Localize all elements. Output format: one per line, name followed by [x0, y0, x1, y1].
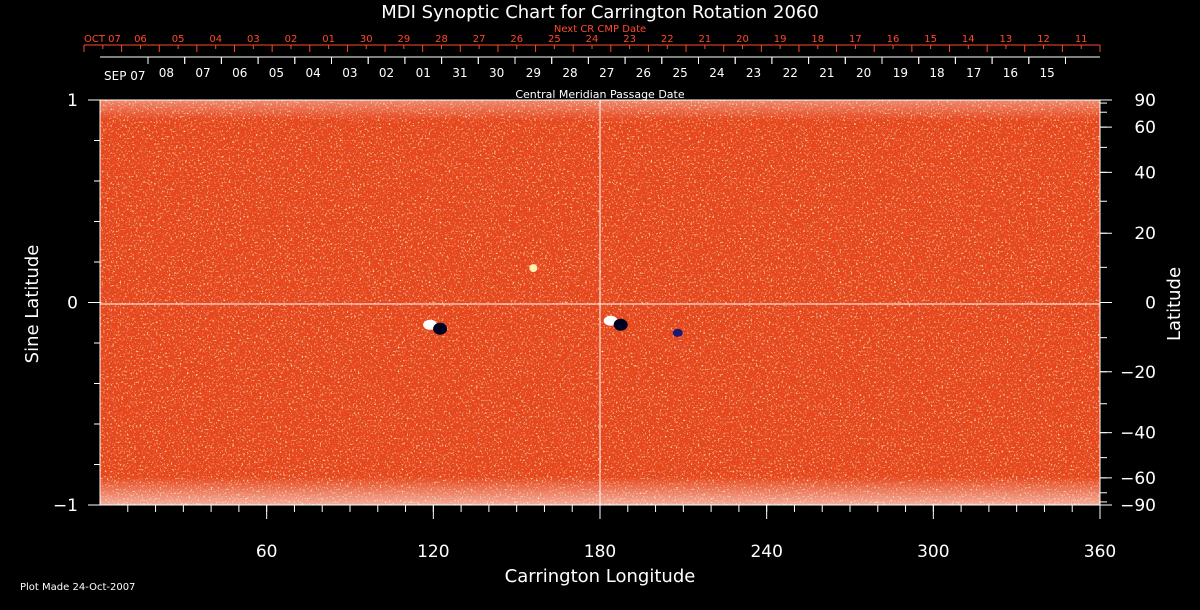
- x-tick-label: 300: [917, 542, 949, 562]
- active-regions: [423, 264, 683, 337]
- y-left-tick-label: 1: [67, 91, 78, 111]
- x-axis-label: Carrington Longitude: [505, 566, 696, 587]
- cmp-date: SEP 07: [104, 69, 146, 83]
- next-cr-date: 24: [586, 34, 599, 45]
- cmp-date: 18: [929, 66, 944, 80]
- next-cr-date: 27: [473, 34, 486, 45]
- next-cr-date: 20: [736, 34, 749, 45]
- plot-made-footer: Plot Made 24-Oct-2007: [20, 582, 135, 593]
- next-cr-date: OCT 07: [84, 34, 121, 45]
- next-cr-date: 12: [1037, 34, 1050, 45]
- active-region-negative: [672, 328, 683, 337]
- next-cr-date: 28: [435, 34, 448, 45]
- x-axis: 60 120 180 240 300 360: [127, 505, 1116, 562]
- cmp-date: 06: [232, 66, 247, 80]
- next-cr-date: 01: [322, 34, 335, 45]
- y-right-tick-label: 40: [1134, 163, 1156, 183]
- cmp-date: 20: [856, 66, 871, 80]
- next-cr-label: Next CR CMP Date: [554, 24, 646, 35]
- y-right-tick-label: 60: [1134, 118, 1156, 138]
- y-left-tick-label: 0: [67, 294, 78, 314]
- next-cr-date: 04: [209, 34, 222, 45]
- cmp-date: 07: [195, 66, 210, 80]
- x-tick-label: 60: [256, 542, 278, 562]
- cmp-date: 24: [709, 66, 724, 80]
- next-cr-date: 29: [397, 34, 410, 45]
- x-tick-label: 180: [584, 542, 616, 562]
- next-cr-date: 11: [1075, 34, 1088, 45]
- next-cr-date: 25: [548, 34, 561, 45]
- cmp-label: Central Meridian Passage Date: [515, 88, 684, 101]
- cmp-date: 02: [379, 66, 394, 80]
- y-right-tick-label: −40: [1120, 424, 1156, 444]
- x-tick-label: 120: [417, 542, 449, 562]
- next-cr-date: 19: [774, 34, 787, 45]
- next-cr-date: 30: [360, 34, 373, 45]
- next-cr-date: 03: [247, 34, 260, 45]
- cmp-date: 15: [1040, 66, 1055, 80]
- next-cr-dates: OCT 07 06 05 04 03 02 01 30 29 28 27 26 25 24 23 22 21 20…: [83, 34, 1101, 52]
- cmp-date: 22: [783, 66, 798, 80]
- next-cr-date: 18: [811, 34, 824, 45]
- next-cr-date: 13: [1000, 34, 1013, 45]
- cmp-date: 29: [526, 66, 541, 80]
- next-cr-date: 06: [134, 34, 147, 45]
- active-region-negative: [433, 322, 448, 335]
- cmp-date: 23: [746, 66, 761, 80]
- x-tick-label: 360: [1084, 542, 1116, 562]
- next-cr-date: 21: [699, 34, 712, 45]
- next-cr-date: 23: [623, 34, 636, 45]
- cmp-dates: SEP 07 08 07 06 05 04 03 02 01 31 30 29 28 27 26 25 24 23…: [104, 57, 1066, 83]
- y-right-tick-label: 90: [1134, 91, 1156, 111]
- y-right-tick-label: −20: [1120, 363, 1156, 383]
- cmp-date: 28: [562, 66, 577, 80]
- magnetogram-map: [99, 99, 1101, 506]
- y-axis-right-label: Latitude: [1164, 267, 1185, 341]
- cmp-date: 17: [966, 66, 981, 80]
- next-cr-date: 26: [510, 34, 523, 45]
- cmp-date: 30: [489, 66, 504, 80]
- cmp-date: 27: [599, 66, 614, 80]
- next-cr-date: 14: [962, 34, 975, 45]
- active-region-negative: [613, 318, 628, 331]
- active-region-positive: [529, 264, 538, 273]
- y-axis-left-label: Sine Latitude: [22, 245, 43, 364]
- top-date-axes: Next CR CMP Date OCT 07 06 05 04 03 02 01 30 29 2…: [83, 24, 1101, 101]
- cmp-date: 25: [673, 66, 688, 80]
- cmp-date: 04: [306, 66, 321, 80]
- next-cr-date: 17: [849, 34, 862, 45]
- cmp-date: 08: [159, 66, 174, 80]
- next-cr-date: 02: [285, 34, 298, 45]
- cmp-date: 05: [269, 66, 284, 80]
- cmp-date: 03: [342, 66, 357, 80]
- y-axis-left: 1 0 −1: [53, 91, 100, 516]
- y-right-tick-label: −60: [1120, 469, 1156, 489]
- chart-title: MDI Synoptic Chart for Carrington Rotati…: [381, 2, 819, 23]
- next-cr-date: 05: [172, 34, 185, 45]
- cmp-date: 01: [416, 66, 431, 80]
- next-cr-date: 16: [887, 34, 900, 45]
- y-right-tick-label: −90: [1120, 496, 1156, 516]
- next-cr-date: 15: [924, 34, 937, 45]
- cmp-date: 19: [893, 66, 908, 80]
- y-right-tick-label: 0: [1145, 294, 1156, 314]
- next-cr-date: 22: [661, 34, 674, 45]
- cmp-date: 26: [636, 66, 651, 80]
- cmp-date: 21: [819, 66, 834, 80]
- y-axis-right: 90 60 40 20 0 −20 −40 −60 −90: [1100, 91, 1156, 516]
- cmp-date: 16: [1003, 66, 1018, 80]
- x-tick-label: 240: [750, 542, 782, 562]
- y-right-tick-label: 20: [1134, 224, 1156, 244]
- cmp-date: 31: [452, 66, 467, 80]
- y-left-tick-label: −1: [53, 496, 78, 516]
